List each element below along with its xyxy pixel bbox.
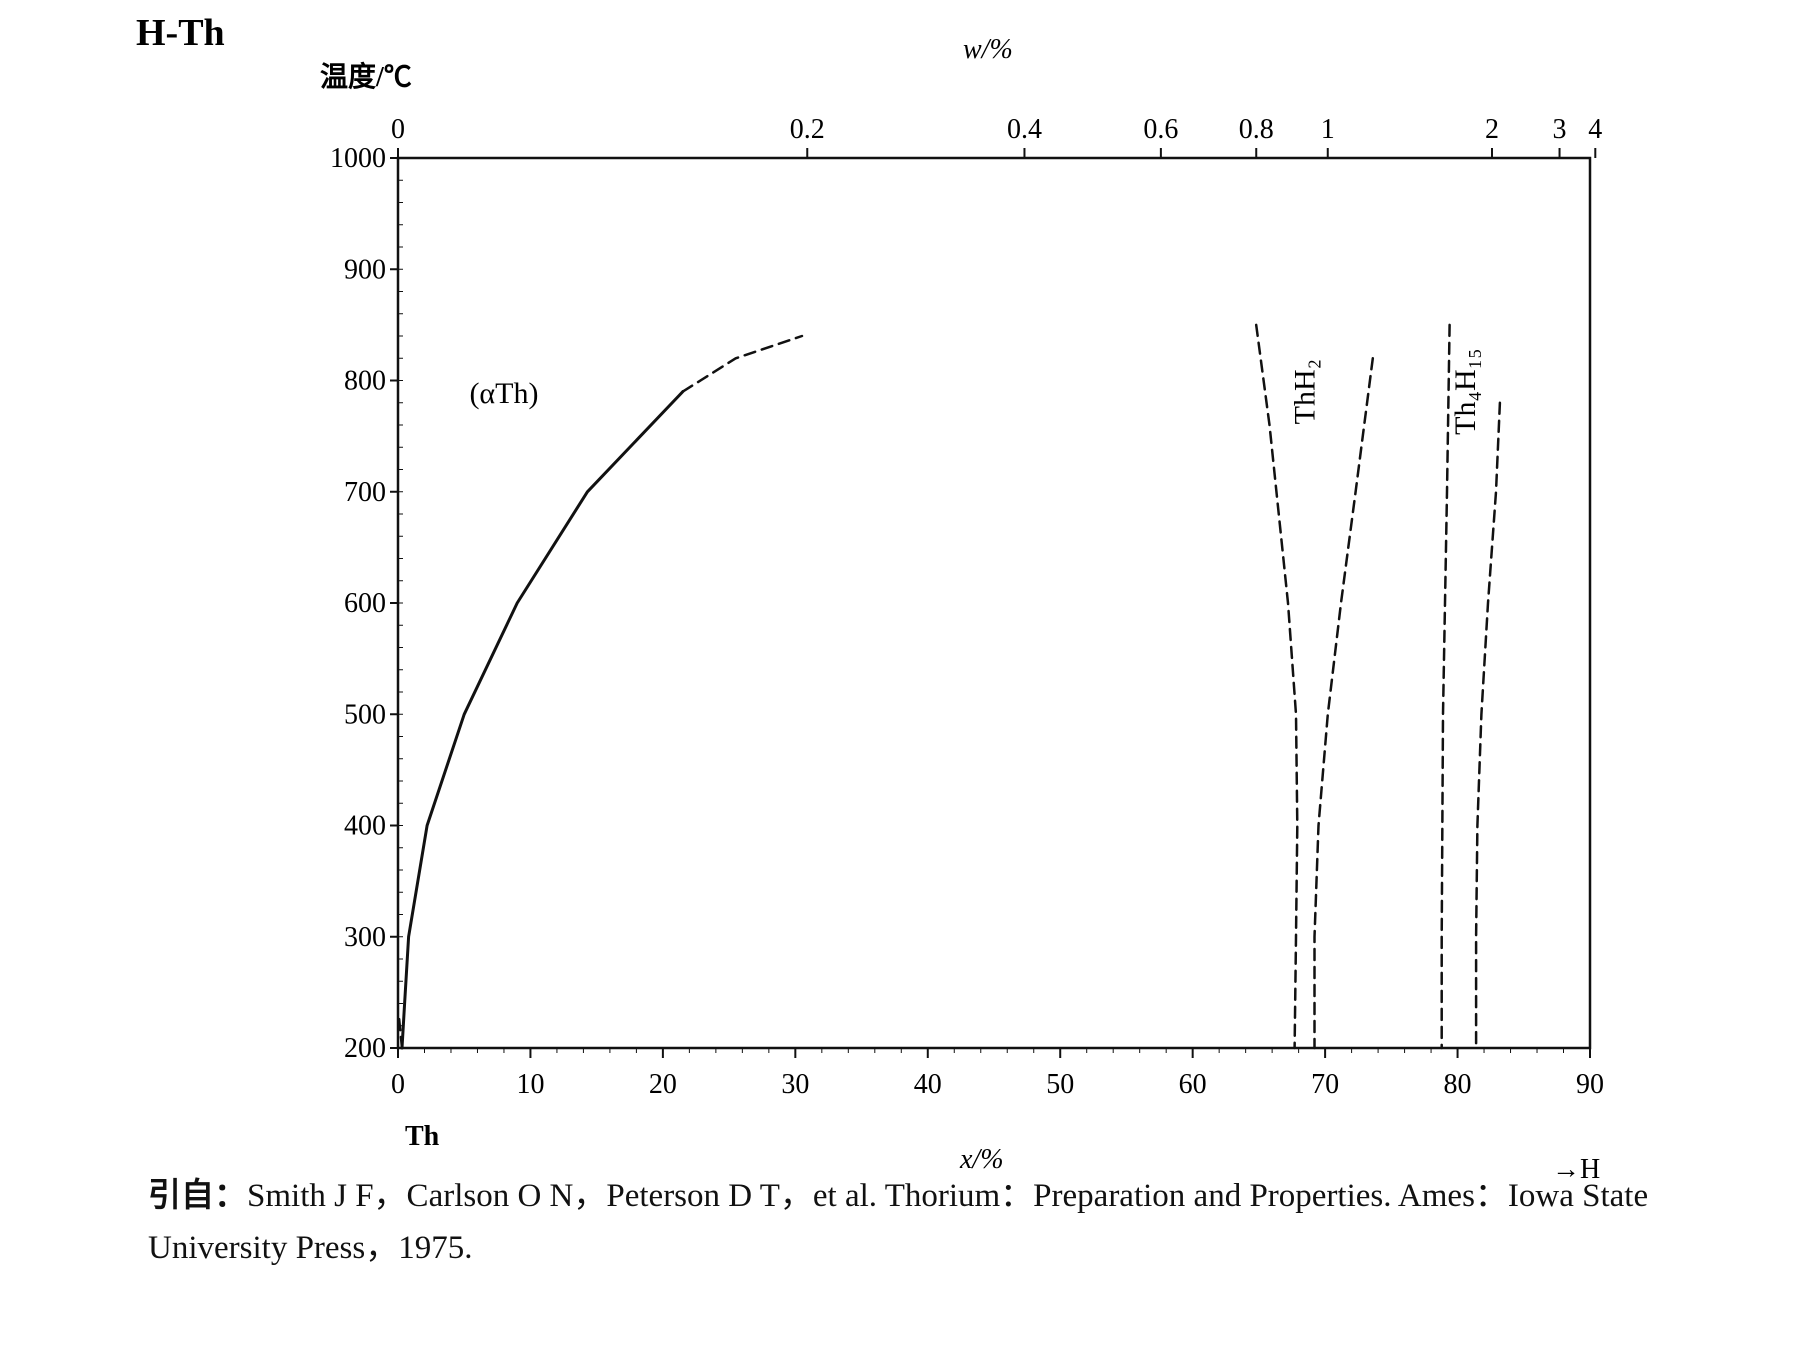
- x-top-tick-label: 2: [1485, 114, 1499, 145]
- y-tick-label: 500: [344, 699, 386, 730]
- y-tick-label: 900: [344, 254, 386, 285]
- phase-boundaries: [397, 323, 1502, 1050]
- x-axis-label: x/%: [959, 1144, 1004, 1175]
- y-tick-label: 700: [344, 477, 386, 508]
- boundary-dashed-line: [397, 1013, 404, 1050]
- x-tick-label: 70: [1311, 1069, 1339, 1100]
- boundary-dashed-line: [1474, 401, 1502, 1050]
- x-top-tick-label: 0.2: [790, 114, 825, 145]
- x-tick-label: 80: [1444, 1069, 1472, 1100]
- th-end-label: Th: [405, 1121, 440, 1152]
- boundary-dashed-line: [1254, 323, 1299, 1050]
- x-tick-label: 60: [1179, 1069, 1207, 1100]
- x-top-tick-label: 0: [391, 114, 405, 145]
- chart-title: H-Th: [136, 12, 225, 54]
- y-tick-label: 200: [344, 1033, 386, 1064]
- x-tick-label: 30: [781, 1069, 809, 1100]
- phase-label: Th₄H₁₅: [1449, 348, 1482, 434]
- citation: 引自：Smith J F，Carlson O N，Peterson D T，et…: [148, 1170, 1708, 1274]
- x-tick-label: 10: [516, 1069, 544, 1100]
- x-top-axis-label: w/%: [963, 34, 1013, 65]
- solvus-line: [400, 390, 685, 1050]
- x-top-tick-label: 3: [1553, 114, 1567, 145]
- plot-border: [396, 156, 1592, 1050]
- x-top-tick-label: 0.4: [1007, 114, 1042, 145]
- x-top-tick-label: 0.6: [1143, 114, 1178, 145]
- x-tick-label: 40: [914, 1069, 942, 1100]
- x-top-tick-label: 0.8: [1239, 114, 1274, 145]
- y-tick-label: 400: [344, 811, 386, 842]
- boundary-dashed-line: [1313, 357, 1375, 1050]
- x-top-tick-label: 1: [1321, 114, 1335, 145]
- phase-labels: (αTh) ThH₂ Th₄H₁₅: [469, 348, 1481, 434]
- x-tick-label: 90: [1576, 1069, 1604, 1100]
- y-tick-label: 300: [344, 922, 386, 953]
- y-tick-label: 800: [344, 366, 386, 397]
- x-tick-label: 0: [391, 1069, 405, 1100]
- citation-text: Smith J F，Carlson O N，Peterson D T，et al…: [148, 1178, 1649, 1266]
- y-axis-label: 温度/℃: [320, 61, 412, 93]
- x-top-tick-label: 4: [1588, 114, 1602, 145]
- phase-label: ThH₂: [1289, 359, 1322, 424]
- axis-ticks: [390, 148, 1597, 1058]
- plot-frame: [396, 156, 1592, 1050]
- y-tick-label: 600: [344, 588, 386, 619]
- boundary-dashed-line: [1440, 323, 1451, 1050]
- phase-label: (αTh): [469, 377, 538, 410]
- x-tick-label: 50: [1046, 1069, 1074, 1100]
- y-tick-label: 1000: [330, 143, 386, 174]
- boundary-dashed-line: [681, 334, 804, 393]
- h-end-label: →H: [1552, 1154, 1600, 1185]
- x-tick-label: 20: [649, 1069, 677, 1100]
- citation-prefix: 引自：: [148, 1178, 247, 1214]
